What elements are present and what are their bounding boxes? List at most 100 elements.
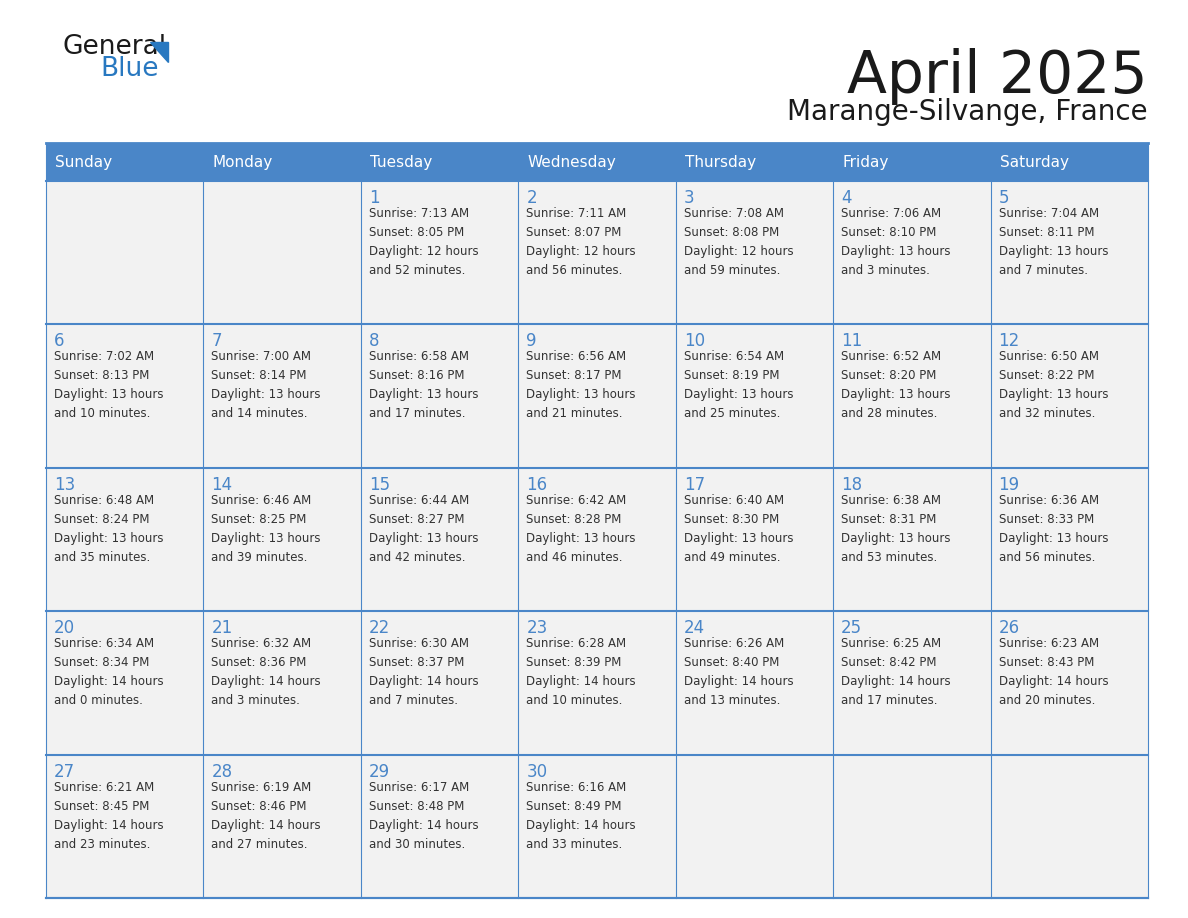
Text: Sunrise: 6:16 AM
Sunset: 8:49 PM
Daylight: 14 hours
and 33 minutes.: Sunrise: 6:16 AM Sunset: 8:49 PM Dayligh… [526,780,636,851]
Bar [203,468,361,611]
Text: Sunrise: 7:08 AM
Sunset: 8:08 PM
Daylight: 12 hours
and 59 minutes.: Sunrise: 7:08 AM Sunset: 8:08 PM Dayligh… [684,207,794,277]
Text: Wednesday: Wednesday [527,154,617,170]
Text: 25: 25 [841,620,862,637]
Text: Blue: Blue [100,56,158,82]
Text: Sunrise: 6:56 AM
Sunset: 8:17 PM
Daylight: 13 hours
and 21 minutes.: Sunrise: 6:56 AM Sunset: 8:17 PM Dayligh… [526,351,636,420]
Text: 11: 11 [841,332,862,351]
Bar [991,468,1148,611]
Text: 3: 3 [684,189,694,207]
Bar [833,324,991,468]
Text: 21: 21 [211,620,233,637]
Bar [361,755,518,898]
Text: Sunday: Sunday [55,154,112,170]
Text: Monday: Monday [213,154,273,170]
Text: 7: 7 [211,332,222,351]
Text: Sunrise: 6:44 AM
Sunset: 8:27 PM
Daylight: 13 hours
and 42 minutes.: Sunrise: 6:44 AM Sunset: 8:27 PM Dayligh… [368,494,479,564]
Bar [46,324,203,468]
Text: Sunrise: 6:30 AM
Sunset: 8:37 PM
Daylight: 14 hours
and 7 minutes.: Sunrise: 6:30 AM Sunset: 8:37 PM Dayligh… [368,637,479,707]
Text: Sunrise: 7:00 AM
Sunset: 8:14 PM
Daylight: 13 hours
and 14 minutes.: Sunrise: 7:00 AM Sunset: 8:14 PM Dayligh… [211,351,321,420]
Bar [203,755,361,898]
Text: Sunrise: 7:13 AM
Sunset: 8:05 PM
Daylight: 12 hours
and 52 minutes.: Sunrise: 7:13 AM Sunset: 8:05 PM Dayligh… [368,207,479,277]
Bar [833,755,991,898]
Text: Sunrise: 7:04 AM
Sunset: 8:11 PM
Daylight: 13 hours
and 7 minutes.: Sunrise: 7:04 AM Sunset: 8:11 PM Dayligh… [999,207,1108,277]
Text: Sunrise: 6:23 AM
Sunset: 8:43 PM
Daylight: 14 hours
and 20 minutes.: Sunrise: 6:23 AM Sunset: 8:43 PM Dayligh… [999,637,1108,707]
Text: 17: 17 [684,476,704,494]
Text: 19: 19 [999,476,1019,494]
Bar [518,181,676,324]
Text: 16: 16 [526,476,548,494]
Text: April 2025: April 2025 [847,48,1148,105]
Text: Sunrise: 6:58 AM
Sunset: 8:16 PM
Daylight: 13 hours
and 17 minutes.: Sunrise: 6:58 AM Sunset: 8:16 PM Dayligh… [368,351,479,420]
Polygon shape [150,42,168,62]
Text: Sunrise: 6:46 AM
Sunset: 8:25 PM
Daylight: 13 hours
and 39 minutes.: Sunrise: 6:46 AM Sunset: 8:25 PM Dayligh… [211,494,321,564]
Text: Sunrise: 6:17 AM
Sunset: 8:48 PM
Daylight: 14 hours
and 30 minutes.: Sunrise: 6:17 AM Sunset: 8:48 PM Dayligh… [368,780,479,851]
Bar [46,143,1148,181]
Text: Sunrise: 6:21 AM
Sunset: 8:45 PM
Daylight: 14 hours
and 23 minutes.: Sunrise: 6:21 AM Sunset: 8:45 PM Dayligh… [53,780,164,851]
Bar [991,324,1148,468]
Bar [676,181,833,324]
Text: Sunrise: 6:32 AM
Sunset: 8:36 PM
Daylight: 14 hours
and 3 minutes.: Sunrise: 6:32 AM Sunset: 8:36 PM Dayligh… [211,637,321,707]
Text: 6: 6 [53,332,64,351]
Bar [46,611,203,755]
Text: Sunrise: 6:25 AM
Sunset: 8:42 PM
Daylight: 14 hours
and 17 minutes.: Sunrise: 6:25 AM Sunset: 8:42 PM Dayligh… [841,637,950,707]
Bar [203,611,361,755]
Bar [46,181,203,324]
Bar [361,181,518,324]
Text: 2: 2 [526,189,537,207]
Text: Sunrise: 7:06 AM
Sunset: 8:10 PM
Daylight: 13 hours
and 3 minutes.: Sunrise: 7:06 AM Sunset: 8:10 PM Dayligh… [841,207,950,277]
Bar [518,611,676,755]
Text: 27: 27 [53,763,75,780]
Bar [833,468,991,611]
Bar [203,181,361,324]
Text: Friday: Friday [842,154,889,170]
Text: 18: 18 [841,476,862,494]
Text: Sunrise: 6:38 AM
Sunset: 8:31 PM
Daylight: 13 hours
and 53 minutes.: Sunrise: 6:38 AM Sunset: 8:31 PM Dayligh… [841,494,950,564]
Bar [46,755,203,898]
Text: 29: 29 [368,763,390,780]
Text: 4: 4 [841,189,852,207]
Bar [518,755,676,898]
Text: Tuesday: Tuesday [369,154,432,170]
Text: 28: 28 [211,763,233,780]
Bar [833,181,991,324]
Text: Sunrise: 6:36 AM
Sunset: 8:33 PM
Daylight: 13 hours
and 56 minutes.: Sunrise: 6:36 AM Sunset: 8:33 PM Dayligh… [999,494,1108,564]
Text: Sunrise: 6:42 AM
Sunset: 8:28 PM
Daylight: 13 hours
and 46 minutes.: Sunrise: 6:42 AM Sunset: 8:28 PM Dayligh… [526,494,636,564]
Text: Sunrise: 6:40 AM
Sunset: 8:30 PM
Daylight: 13 hours
and 49 minutes.: Sunrise: 6:40 AM Sunset: 8:30 PM Dayligh… [684,494,794,564]
Bar [361,324,518,468]
Text: Sunrise: 6:19 AM
Sunset: 8:46 PM
Daylight: 14 hours
and 27 minutes.: Sunrise: 6:19 AM Sunset: 8:46 PM Dayligh… [211,780,321,851]
Bar [518,468,676,611]
Text: 1: 1 [368,189,379,207]
Text: 10: 10 [684,332,704,351]
Text: Saturday: Saturday [999,154,1068,170]
Text: Sunrise: 7:11 AM
Sunset: 8:07 PM
Daylight: 12 hours
and 56 minutes.: Sunrise: 7:11 AM Sunset: 8:07 PM Dayligh… [526,207,636,277]
Text: Sunrise: 6:50 AM
Sunset: 8:22 PM
Daylight: 13 hours
and 32 minutes.: Sunrise: 6:50 AM Sunset: 8:22 PM Dayligh… [999,351,1108,420]
Text: 30: 30 [526,763,548,780]
Text: Sunrise: 6:28 AM
Sunset: 8:39 PM
Daylight: 14 hours
and 10 minutes.: Sunrise: 6:28 AM Sunset: 8:39 PM Dayligh… [526,637,636,707]
Text: 23: 23 [526,620,548,637]
Text: Sunrise: 6:52 AM
Sunset: 8:20 PM
Daylight: 13 hours
and 28 minutes.: Sunrise: 6:52 AM Sunset: 8:20 PM Dayligh… [841,351,950,420]
Text: 12: 12 [999,332,1019,351]
Text: Sunrise: 6:48 AM
Sunset: 8:24 PM
Daylight: 13 hours
and 35 minutes.: Sunrise: 6:48 AM Sunset: 8:24 PM Dayligh… [53,494,164,564]
Bar [361,611,518,755]
Bar [991,755,1148,898]
Text: 14: 14 [211,476,233,494]
Text: Sunrise: 6:26 AM
Sunset: 8:40 PM
Daylight: 14 hours
and 13 minutes.: Sunrise: 6:26 AM Sunset: 8:40 PM Dayligh… [684,637,794,707]
Bar [991,611,1148,755]
Text: Sunrise: 6:34 AM
Sunset: 8:34 PM
Daylight: 14 hours
and 0 minutes.: Sunrise: 6:34 AM Sunset: 8:34 PM Dayligh… [53,637,164,707]
Bar [676,468,833,611]
Text: 26: 26 [999,620,1019,637]
Bar [203,324,361,468]
Text: Sunrise: 6:54 AM
Sunset: 8:19 PM
Daylight: 13 hours
and 25 minutes.: Sunrise: 6:54 AM Sunset: 8:19 PM Dayligh… [684,351,794,420]
Text: 5: 5 [999,189,1009,207]
Bar [991,181,1148,324]
Bar [833,611,991,755]
Text: 15: 15 [368,476,390,494]
Bar [676,324,833,468]
Text: Thursday: Thursday [684,154,756,170]
Bar [676,755,833,898]
Bar [46,468,203,611]
Text: 8: 8 [368,332,379,351]
Text: 24: 24 [684,620,704,637]
Text: 22: 22 [368,620,390,637]
Text: 9: 9 [526,332,537,351]
